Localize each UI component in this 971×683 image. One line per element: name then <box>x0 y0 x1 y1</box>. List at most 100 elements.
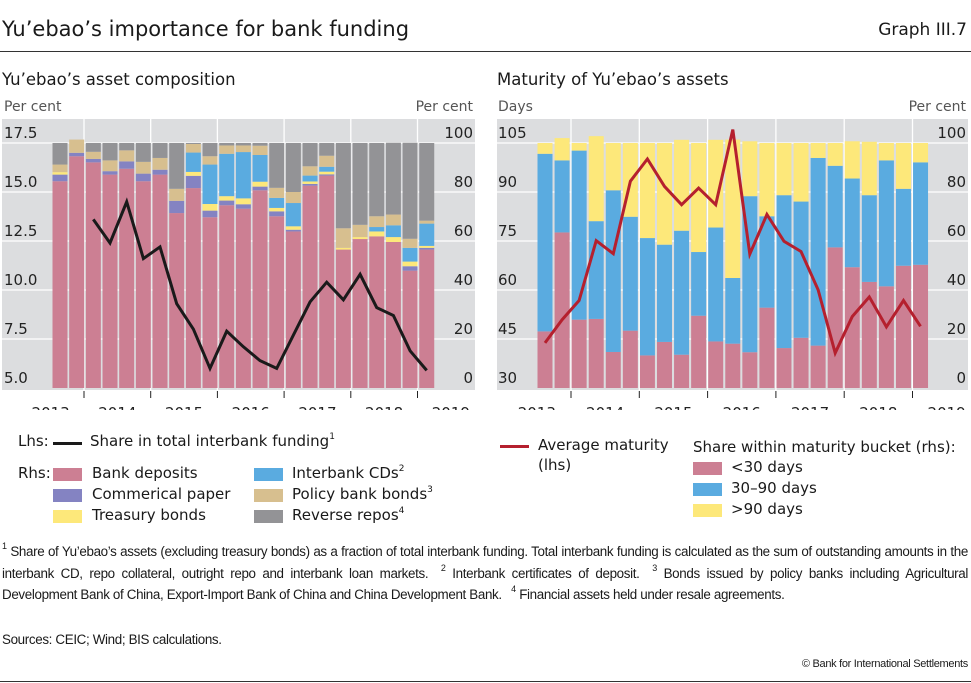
bar-deposits <box>219 205 235 388</box>
bar-short <box>913 264 929 388</box>
bar-short <box>861 281 877 388</box>
bar-short <box>844 267 860 388</box>
bar-treasury <box>285 226 301 230</box>
bar-deposits <box>285 231 301 388</box>
charts-canvas: 17.5 15.0 12.5 10.0 7.5 5.0 100 80 60 40 20 0 2013 20… <box>2 99 968 410</box>
y-tick-label-right: 80 <box>454 173 473 191</box>
bar-long <box>793 143 809 202</box>
y-axis-unit-left: Per cent <box>4 99 62 115</box>
bar-repos <box>252 143 268 146</box>
legend-label-maturity-axis: (lhs) <box>538 456 572 474</box>
bar-cds <box>419 223 435 246</box>
bar-treasury <box>302 181 318 184</box>
bar-long <box>844 141 860 179</box>
bar-policy <box>102 160 118 172</box>
footnote-1: 1 Share of Yu’ebao’s assets (excluding t… <box>2 542 968 581</box>
bar-cp <box>169 200 185 214</box>
bar-repos <box>402 142 418 239</box>
bar-deposits <box>352 239 368 388</box>
bar-short <box>554 232 570 388</box>
y-tick-label-left: 90 <box>498 173 517 191</box>
bar-treasury <box>352 237 368 240</box>
bar-short <box>571 319 587 388</box>
bar-treasury <box>419 245 435 248</box>
bar-treasury <box>402 261 418 267</box>
legend-swatch-cp <box>53 489 82 502</box>
legend-label-cp: Commerical paper <box>92 485 231 503</box>
footnote-text: Share of Yu’ebao’s assets (excluding tre… <box>2 544 968 581</box>
bar-repos <box>119 143 135 151</box>
bar-mid <box>639 238 655 356</box>
bar-repos <box>235 143 251 146</box>
bar-policy <box>185 143 201 153</box>
footnote-ref: 3 <box>427 485 433 495</box>
footnote-ref: 2 <box>398 464 405 474</box>
bar-short <box>674 354 690 388</box>
bar-policy <box>219 145 235 154</box>
bar-deposits <box>85 162 101 388</box>
bar-mid <box>725 277 741 344</box>
bar-long <box>674 139 690 231</box>
bar-short <box>691 315 707 388</box>
bar-short <box>810 345 826 388</box>
y-tick-label-right: 80 <box>947 173 966 191</box>
legend-item-cds: Interbank CDs2 <box>292 464 404 482</box>
bottom-rule <box>0 681 971 682</box>
x-tick-label: 2017 <box>298 404 336 410</box>
bar-short <box>793 337 809 388</box>
top-rule <box>0 51 971 52</box>
bar-mid <box>759 216 775 308</box>
bar-mid <box>691 252 707 316</box>
bar-treasury <box>219 196 235 201</box>
bar-long <box>759 143 775 217</box>
x-tick-label: 2019 <box>432 404 470 410</box>
right-chart-title: Maturity of Yu’ebao’s assets <box>497 70 729 89</box>
legend-line-swatch <box>53 442 82 445</box>
bar-deposits <box>52 181 68 388</box>
legend-swatch-treasury <box>53 510 82 523</box>
bar-cds <box>219 153 235 197</box>
bar-repos <box>169 143 185 189</box>
bar-short <box>742 352 758 388</box>
bar-deposits <box>269 216 285 388</box>
bar-repos <box>385 142 401 215</box>
bar-deposits <box>185 188 201 388</box>
bar-short <box>827 247 843 388</box>
bar-deposits <box>369 236 385 388</box>
bar-policy <box>419 220 435 224</box>
x-tick-label: 2018 <box>365 404 403 410</box>
legend-bucket-title: Share within maturity bucket (rhs): <box>693 438 956 456</box>
bar-cds <box>235 152 251 199</box>
bar-short <box>656 341 672 388</box>
bar-deposits <box>419 249 435 388</box>
bar-repos <box>102 143 118 161</box>
bar-repos <box>319 143 335 156</box>
y-tick-label-right: 100 <box>444 124 473 142</box>
bar-treasury <box>369 231 385 237</box>
bar-cp <box>102 171 118 175</box>
bar-treasury <box>335 247 351 250</box>
bar-cp <box>235 204 251 209</box>
y-tick-label-left: 45 <box>498 320 517 338</box>
bar-policy <box>202 156 218 165</box>
bar-treasury <box>185 171 201 176</box>
bar-policy <box>402 238 418 248</box>
y-axis-unit-right: Per cent <box>909 99 967 115</box>
legend-label-mid: 30–90 days <box>731 479 817 497</box>
y-tick-label-right: 0 <box>956 369 966 387</box>
footnote-number: 4 <box>511 584 516 595</box>
bar-cds <box>385 225 401 238</box>
sources: Sources: CEIC; Wind; BIS calculations. <box>2 632 222 647</box>
bar-treasury <box>252 181 268 187</box>
y-tick-label-right: 40 <box>454 271 473 289</box>
x-tick-label: 2018 <box>859 404 897 410</box>
bar-long <box>571 143 587 151</box>
bar-short <box>537 331 553 388</box>
bar-mid <box>793 201 809 338</box>
bar-cp <box>285 229 301 232</box>
y-tick-label-left: 7.5 <box>4 320 28 338</box>
bar-long <box>861 141 877 196</box>
bar-policy <box>119 150 135 162</box>
bar-cp <box>202 210 218 218</box>
bar-long <box>725 139 741 278</box>
